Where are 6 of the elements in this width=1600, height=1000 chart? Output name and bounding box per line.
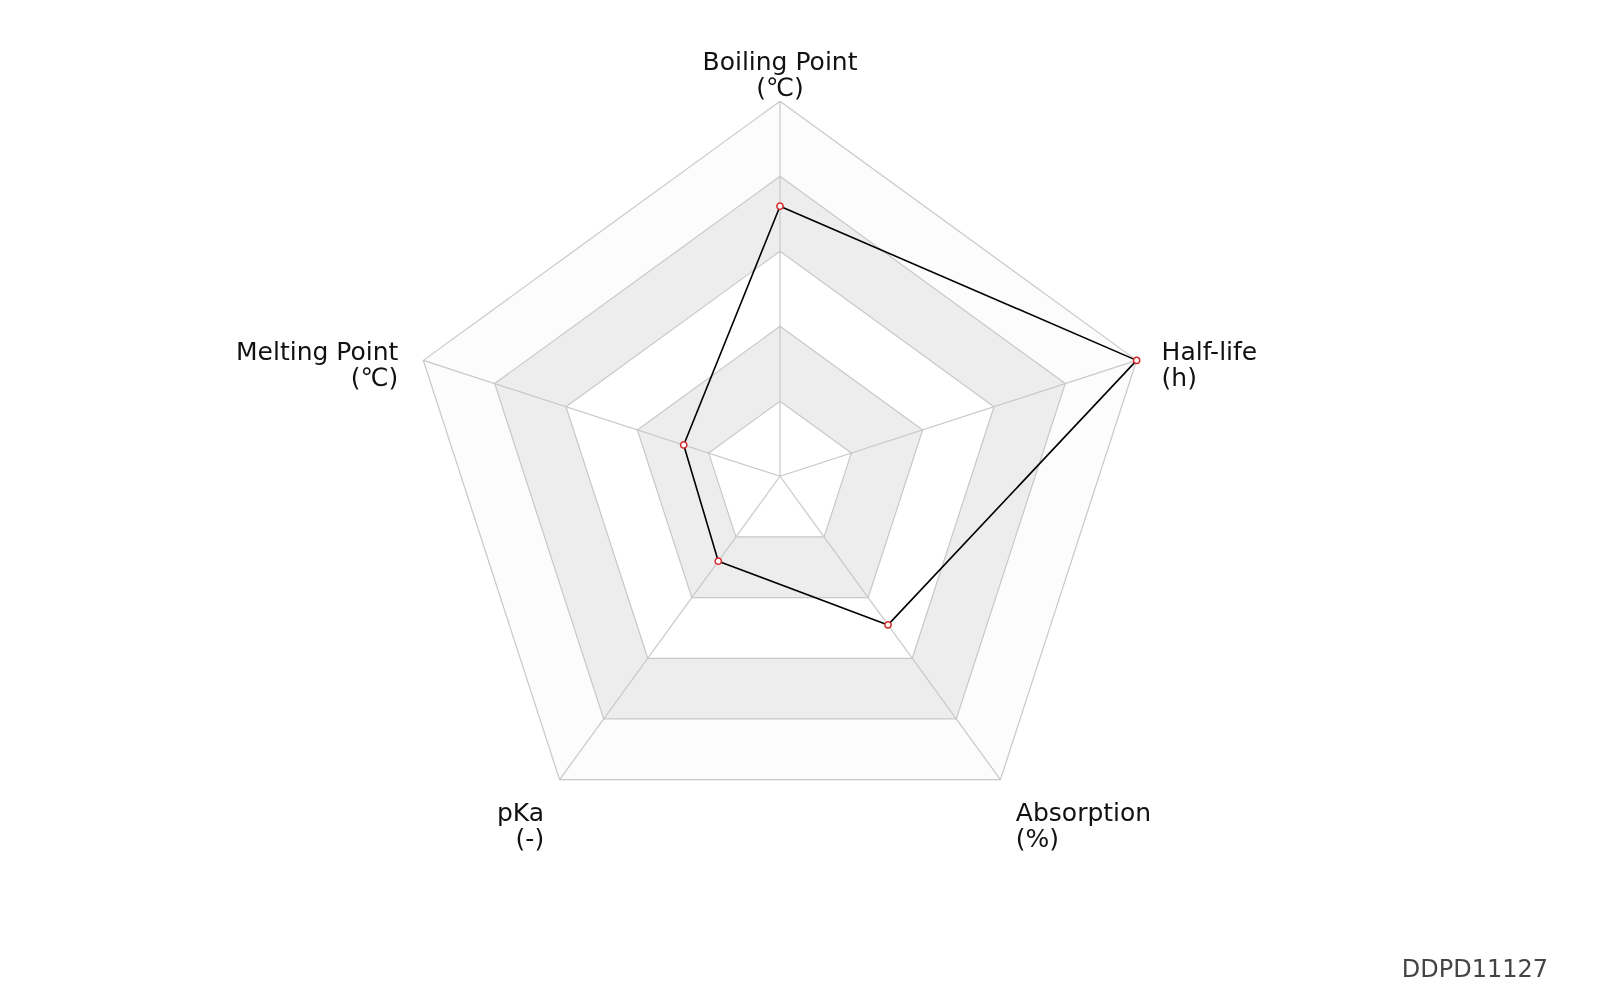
text: DDPD11127 (1401, 955, 1548, 983)
spoke-label: pKa (-) (496, 797, 545, 853)
spoke-label: Absorption (%) (1015, 797, 1152, 853)
spoke-label: Half-life (h) (1161, 337, 1258, 393)
spoke-label: Melting Point (℃) (236, 337, 399, 393)
spoke-label: Boiling Point (℃) (702, 47, 858, 102)
